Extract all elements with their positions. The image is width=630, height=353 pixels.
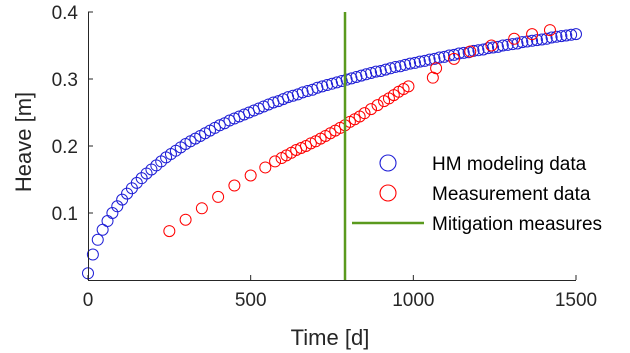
measurement-data-point bbox=[448, 52, 460, 65]
hm-modeling-data-point bbox=[472, 44, 485, 57]
measurement-data-point bbox=[485, 39, 498, 52]
axes bbox=[88, 12, 576, 281]
measurement-data-point bbox=[526, 28, 539, 41]
hm-modeling-data-point bbox=[506, 38, 519, 51]
hm-modeling-data-point bbox=[428, 52, 441, 65]
hm-modeling-data-point bbox=[116, 193, 129, 206]
hm-modeling-data-point bbox=[530, 34, 543, 47]
hm-modeling-data-point bbox=[150, 159, 163, 172]
legend-label-mitigation: Mitigation measures bbox=[432, 214, 602, 235]
hm-modeling-data-point bbox=[477, 43, 490, 56]
hm-modeling-data-point bbox=[96, 223, 109, 236]
hm-modeling-data-point bbox=[570, 28, 582, 41]
x-tick-label: 1000 bbox=[392, 290, 434, 311]
hm-modeling-data-point bbox=[101, 215, 114, 228]
x-ticks: 0 500 1000 1500 bbox=[83, 275, 597, 311]
measurement-data-point bbox=[402, 80, 415, 93]
y-tick-label: 0.1 bbox=[52, 204, 78, 225]
hm-modeling-data-point bbox=[130, 176, 143, 189]
legend-label-measurement: Measurement data bbox=[432, 184, 591, 205]
x-tick-label: 0 bbox=[83, 290, 94, 311]
hm-modeling-data-point bbox=[135, 172, 148, 185]
measurement-data-point bbox=[371, 99, 384, 112]
hm-modeling-data-point bbox=[369, 65, 382, 78]
hm-modeling-data-point bbox=[413, 55, 426, 68]
hm-modeling-data-point bbox=[384, 62, 397, 75]
hm-modeling-data-point bbox=[501, 38, 514, 51]
measurement-data-point bbox=[228, 179, 241, 192]
measurement-data-point bbox=[179, 213, 192, 226]
y-axis-label: Heave [m] bbox=[11, 92, 36, 192]
measurement-data-point bbox=[464, 45, 477, 58]
measurement-data-point bbox=[244, 169, 257, 182]
measurement-data-point bbox=[212, 190, 225, 203]
hm-modeling-data-point bbox=[526, 34, 539, 47]
hm-modeling-data-point bbox=[487, 41, 500, 54]
x-tick-label: 500 bbox=[235, 290, 267, 311]
hm-modeling-data-point bbox=[555, 30, 568, 43]
hm-modeling-data-point bbox=[482, 42, 495, 55]
hm-modeling-data-point bbox=[365, 66, 378, 79]
legend-marker-measurement bbox=[379, 184, 397, 202]
hm-modeling-data-point bbox=[140, 167, 153, 180]
legend-marker-hm-modeling bbox=[379, 154, 397, 172]
hm-modeling-data-point bbox=[540, 32, 553, 45]
measurement-data-point bbox=[543, 24, 556, 37]
hm-modeling-data-point bbox=[418, 54, 431, 67]
measurement-data-point bbox=[259, 161, 272, 174]
hm-modeling-data-point bbox=[535, 33, 548, 46]
plot-area bbox=[82, 12, 582, 280]
hm-modeling-data-point bbox=[516, 36, 529, 49]
y-ticks: 0.1 0.2 0.3 0.4 bbox=[52, 3, 93, 225]
hm-modeling-data-point bbox=[545, 31, 558, 44]
hm-modeling-data-point bbox=[565, 28, 578, 41]
measurement-data-point bbox=[508, 32, 521, 45]
x-tick-label: 1500 bbox=[555, 290, 597, 311]
y-tick-label: 0.3 bbox=[52, 70, 78, 91]
hm-modeling-data-point bbox=[423, 53, 436, 66]
hm-modeling-data-point bbox=[86, 248, 99, 261]
hm-modeling-data-point bbox=[433, 51, 446, 64]
x-axis-label: Time [d] bbox=[291, 325, 370, 350]
y-tick-label: 0.4 bbox=[52, 3, 79, 24]
measurement-data-point bbox=[365, 103, 378, 116]
hm-modeling-data-point bbox=[457, 46, 470, 59]
hm-modeling-data-point bbox=[448, 48, 460, 61]
hm-modeling-data-point bbox=[550, 30, 563, 43]
measurement-data-point bbox=[195, 202, 208, 215]
hm-modeling-data-point bbox=[389, 60, 402, 73]
hm-modeling-data-point bbox=[404, 57, 417, 70]
legend: HM modeling data Measurement data Mitiga… bbox=[352, 154, 602, 235]
measurement-data-point bbox=[269, 155, 282, 168]
measurement-data-point bbox=[163, 225, 176, 238]
hm-modeling-data-point bbox=[408, 56, 421, 69]
y-tick-label: 0.2 bbox=[52, 137, 78, 158]
legend-label-hm-modeling: HM modeling data bbox=[432, 154, 587, 175]
hm-modeling-data-point bbox=[491, 40, 504, 53]
hm-modeling-data-point bbox=[91, 233, 104, 246]
measurement-data-point bbox=[430, 62, 443, 75]
hm-modeling-data-point bbox=[399, 58, 412, 71]
hm-modeling-data-point bbox=[145, 163, 158, 176]
hm-modeling-data-point bbox=[560, 29, 573, 42]
hm-modeling-data-point bbox=[155, 155, 168, 168]
measurement-data-point bbox=[358, 107, 371, 120]
hm-modeling-data-point bbox=[438, 50, 451, 63]
